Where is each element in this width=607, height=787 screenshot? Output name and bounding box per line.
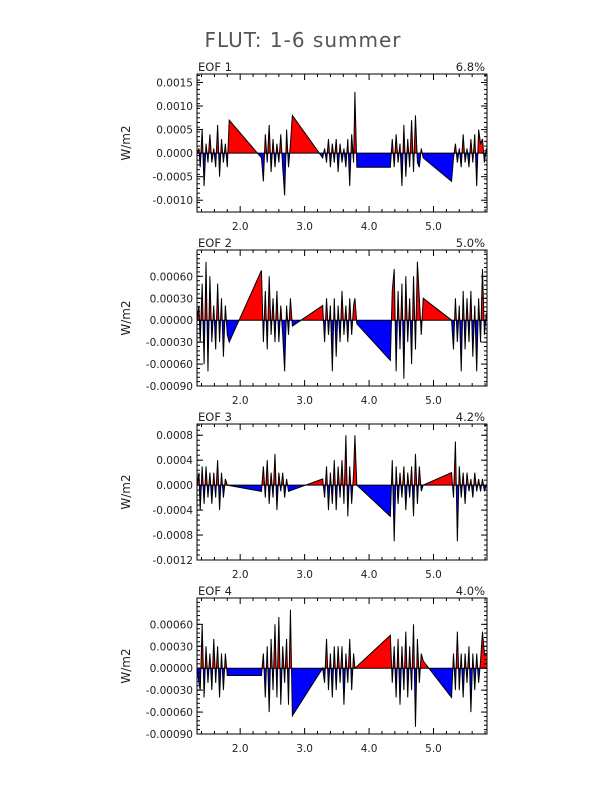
y-tick-label: -0.0008 [152,530,193,542]
x-tick-label: 3.0 [296,569,313,581]
x-tick-label: 4.0 [361,221,378,233]
y-tick-label: 0.00000 [150,663,193,675]
positive-area [197,91,487,154]
y-tick-label: -0.00030 [146,685,193,697]
negative-area [197,668,480,727]
y-tick-label: -0.00030 [146,337,193,349]
positive-area [197,435,484,486]
x-tick-label: 4.0 [361,569,378,581]
x-tick-label: 3.0 [296,395,313,407]
series-line [196,609,487,727]
x-tick-label: 2.0 [232,569,249,581]
y-tick-label: 0.00060 [150,619,193,631]
eof-panel-4: 2.0 3.0 4.0 5.0 -0.00090 -0.00060 -0.00030 0.00… [119,584,488,755]
variance-label: 4.0% [456,584,485,598]
y-tick-label: 0.0010 [156,101,193,113]
x-tick-label: 5.0 [425,569,442,581]
x-tick-label: 5.0 [425,743,442,755]
x-tick-label: 2.0 [232,221,249,233]
variance-label: 4.2% [456,410,485,424]
negative-area [197,485,487,542]
x-tick-label: 5.0 [425,395,442,407]
eof-panel-1: 2.0 3.0 4.0 5.0 -0.0010 -0.0005 0.0000 0.0005 0.… [119,60,488,233]
page-title: FLUT: 1-6 summer [204,28,401,52]
panel-label: EOF 1 [198,60,232,74]
y-axis-label: W/m2 [119,474,133,509]
y-axis-label: W/m2 [119,125,133,160]
y-tick-label: 0.0008 [156,430,193,442]
y-tick-label: 0.0000 [156,148,193,160]
y-tick-label: 0.00030 [150,293,193,305]
series-line [196,91,487,196]
negative-area [197,153,487,196]
x-tick-label: 5.0 [425,221,442,233]
plot-frame [196,73,488,213]
y-tick-label: -0.00060 [146,707,193,719]
series-line [196,435,487,542]
panel-label: EOF 4 [198,584,232,598]
y-tick-label: 0.00000 [150,315,193,327]
x-tick-label: 3.0 [296,743,313,755]
x-tick-label: 2.0 [232,743,249,755]
variance-label: 6.8% [456,60,485,74]
y-tick-label: 0.0005 [156,125,193,137]
y-tick-label: 0.00030 [150,641,193,653]
y-axis-label: W/m2 [119,300,133,335]
variance-label: 5.0% [456,236,485,250]
x-tick-label: 2.0 [232,395,249,407]
y-tick-label: -0.00090 [146,729,193,741]
y-tick-label: -0.0012 [152,555,193,567]
y-tick-label: -0.00090 [146,381,193,393]
eof-panel-2: 2.0 3.0 4.0 5.0 -0.00090 -0.00060 -0.00030 0.00… [119,236,488,407]
x-tick-label: 4.0 [361,395,378,407]
y-tick-label: -0.0010 [152,195,193,207]
series-line [196,261,487,379]
x-tick-label: 3.0 [296,221,313,233]
plot-frame [196,597,488,735]
y-tick-label: 0.0000 [156,480,193,492]
panel-label: EOF 3 [198,410,232,424]
y-tick-label: 0.00060 [150,271,193,283]
y-tick-label: 0.0004 [156,455,193,467]
eof-panel-3: 2.0 3.0 4.0 5.0 -0.0012 -0.0008 -0.0004 0.0000 0… [119,410,488,581]
y-tick-label: -0.0005 [152,172,193,184]
plot-frame [196,249,488,387]
panel-label: EOF 2 [198,236,232,250]
eof-panels: 2.0 3.0 4.0 5.0 -0.0010 -0.0005 0.0000 0.0005 0.… [119,60,488,755]
y-axis-label: W/m2 [119,648,133,683]
plot-frame [196,423,488,561]
y-tick-label: -0.0004 [152,505,193,517]
x-tick-label: 4.0 [361,743,378,755]
y-tick-label: 0.0015 [156,77,193,89]
y-tick-label: -0.00060 [146,359,193,371]
